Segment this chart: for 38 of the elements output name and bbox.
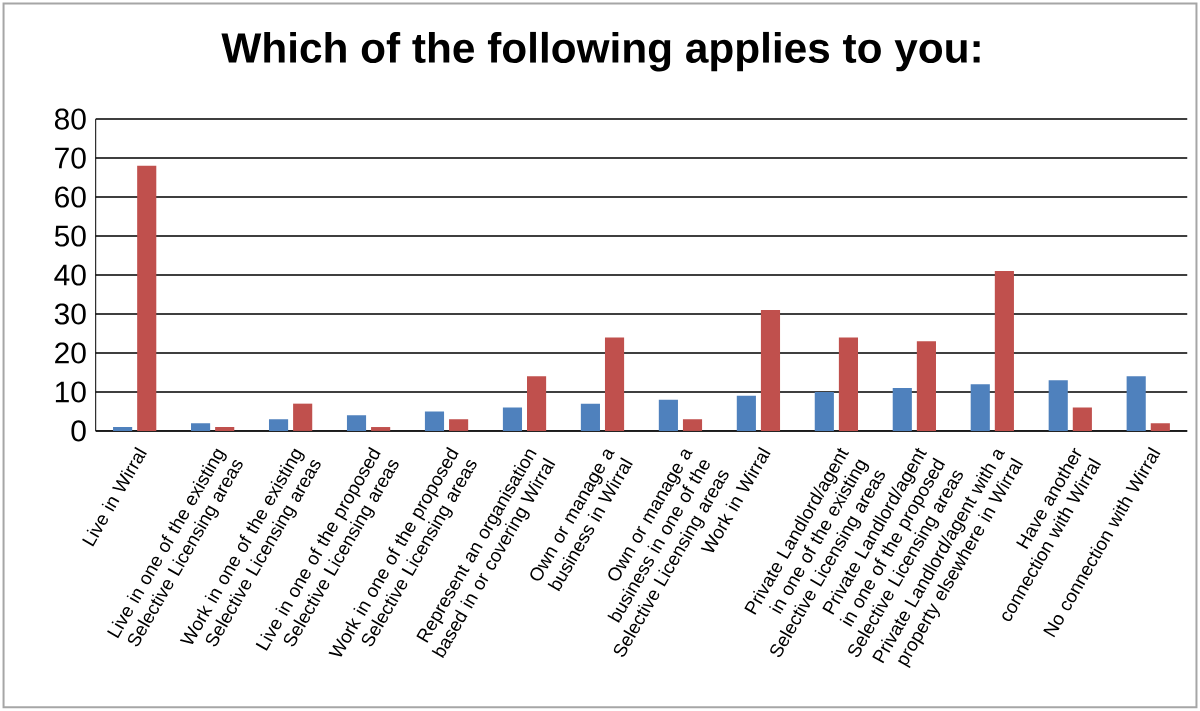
bar — [1150, 423, 1170, 431]
bar — [838, 337, 859, 431]
bar — [994, 271, 1014, 431]
bar — [215, 427, 235, 431]
y-tick-label: 50 — [54, 225, 86, 247]
bar — [892, 388, 912, 431]
y-tick-label: 70 — [55, 147, 86, 169]
bar — [449, 419, 469, 431]
bar — [916, 341, 936, 431]
y-tick-label: 0 — [71, 420, 86, 442]
bar — [658, 399, 678, 431]
bar — [1072, 407, 1092, 431]
bar — [1126, 376, 1146, 431]
bar — [580, 403, 600, 431]
bar — [1048, 380, 1068, 431]
y-tick-label: 30 — [54, 303, 86, 325]
bar — [346, 415, 367, 431]
y-tick-label: 80 — [54, 108, 86, 130]
y-tick-label: 40 — [54, 264, 86, 286]
bar — [682, 419, 703, 431]
bar — [191, 423, 211, 431]
bar — [113, 427, 133, 431]
bar — [502, 407, 523, 431]
bar — [137, 165, 157, 431]
y-tick-label: 10 — [55, 381, 86, 403]
bar — [970, 384, 990, 431]
bar — [527, 376, 547, 431]
y-tick-label: 60 — [55, 186, 86, 208]
bar — [814, 391, 834, 431]
y-tick-label: 20 — [55, 342, 86, 364]
bar — [736, 395, 756, 431]
bar — [293, 403, 313, 431]
bar — [760, 310, 781, 431]
bar — [268, 419, 289, 431]
bar — [424, 411, 445, 431]
bar — [604, 337, 625, 431]
chart-title: Which of the following applies to you: — [221, 31, 980, 72]
bar — [371, 427, 391, 431]
